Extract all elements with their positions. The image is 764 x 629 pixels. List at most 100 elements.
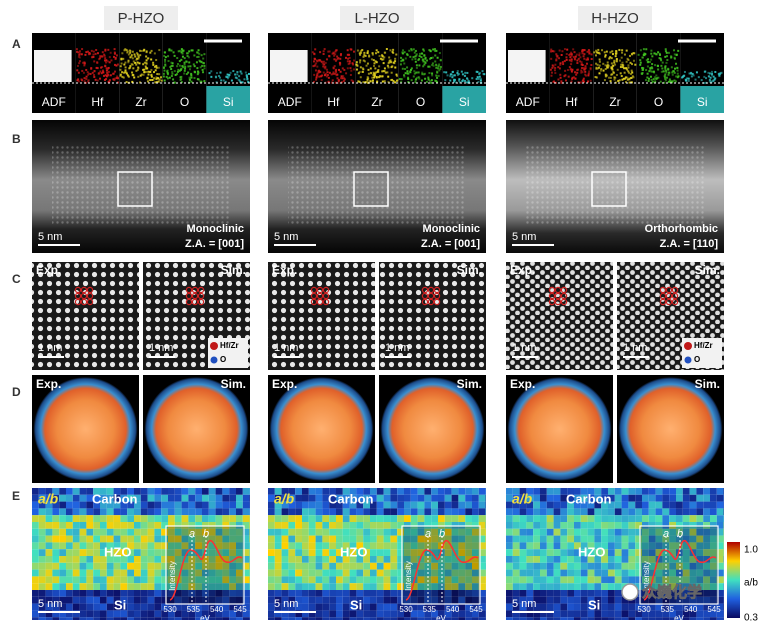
- eds-pixel: [96, 67, 99, 70]
- eels-pixel: [478, 501, 486, 509]
- eels-pixel: [356, 590, 364, 597]
- eds-pixel: [93, 60, 96, 63]
- eels-pixel: [404, 583, 411, 590]
- eds-pixel: [386, 64, 389, 67]
- eels-pixel: [662, 617, 670, 620]
- eds-pixel: [615, 59, 618, 62]
- eds-pixel: [708, 78, 711, 81]
- eds-pixel: [394, 81, 397, 84]
- eels-pixel: [322, 508, 330, 516]
- eels-pixel: [655, 549, 663, 556]
- eels-pixel: [222, 535, 230, 543]
- eds-label: Zr: [371, 95, 382, 109]
- eels-pixel: [451, 515, 459, 522]
- eds-pixel: [127, 75, 130, 78]
- eels-pixel: [458, 501, 466, 509]
- eds-pixel: [367, 77, 370, 80]
- eds-pixel: [558, 57, 561, 60]
- eels-pixel: [390, 603, 398, 611]
- eels-pixel: [336, 508, 343, 516]
- eels-pixel: [52, 610, 60, 618]
- eds-pixel: [576, 59, 579, 62]
- eels-pixel: [195, 515, 202, 522]
- eds-pixel: [152, 63, 155, 66]
- eels-pixel: [79, 535, 87, 543]
- eels-pixel: [154, 569, 162, 577]
- eels-pixel: [512, 569, 520, 577]
- eels-pixel: [222, 569, 230, 577]
- eds-pixel: [552, 80, 555, 83]
- eels-pixel: [93, 522, 100, 529]
- eels-pixel: [710, 576, 717, 584]
- eds-pixel: [83, 80, 86, 83]
- x-tick-label: 540: [684, 605, 698, 614]
- eds-pixel: [675, 53, 678, 56]
- eels-pixel: [540, 508, 547, 516]
- eels-pixel: [208, 542, 216, 550]
- eds-pixel: [650, 58, 653, 61]
- eels-pixel: [710, 569, 717, 577]
- eds-pixel: [77, 51, 80, 54]
- eels-pixel: [431, 535, 438, 543]
- eels-pixel: [100, 596, 107, 604]
- eds-pixel: [228, 73, 231, 76]
- eels-pixel: [274, 522, 282, 529]
- eds-pixel: [165, 75, 168, 78]
- unit-cell-atom: [310, 292, 318, 300]
- eds-pixel: [323, 48, 326, 51]
- eels-pixel: [242, 569, 250, 577]
- eels-pixel: [322, 603, 330, 611]
- eels-pixel: [628, 569, 636, 577]
- eels-pixel: [669, 528, 676, 536]
- eds-pixel: [337, 81, 340, 84]
- eds-pixel: [395, 79, 398, 82]
- eels-pixel: [79, 603, 87, 611]
- eels-pixel: [628, 562, 636, 570]
- eels-pixel: [560, 610, 568, 618]
- eels-pixel: [655, 501, 663, 509]
- eels-pixel: [281, 528, 289, 536]
- eels-pixel: [642, 515, 649, 522]
- eds-pixel: [394, 60, 397, 63]
- eels-pixel: [106, 617, 114, 620]
- eels-pixel: [472, 549, 479, 556]
- eds-pixel: [671, 73, 674, 76]
- eds-pixel: [358, 52, 361, 55]
- eels-pixel: [349, 596, 357, 604]
- eels-pixel: [662, 515, 670, 522]
- eels-pixel: [342, 528, 350, 536]
- eels-pixel: [417, 610, 425, 618]
- row-label: C: [12, 272, 21, 286]
- eels-pixel: [147, 576, 155, 584]
- eels-pixel: [181, 542, 189, 550]
- eels-pixel: [302, 583, 309, 590]
- eels-pixel: [274, 494, 282, 502]
- eds-pixel: [435, 66, 438, 69]
- eds-pixel: [562, 63, 565, 66]
- eels-pixel: [302, 556, 309, 563]
- eels-pixel: [295, 535, 302, 543]
- eels-pixel: [397, 562, 404, 570]
- eels-pixel: [716, 494, 724, 502]
- eels-pixel: [268, 556, 275, 563]
- eds-pixel: [197, 55, 200, 58]
- eels-pixel: [478, 515, 486, 522]
- eels-pixel: [127, 596, 134, 604]
- eds-pixel: [315, 78, 318, 81]
- eds-pixel: [651, 63, 654, 66]
- eels-pixel: [696, 515, 704, 522]
- eels-pixel: [59, 488, 66, 495]
- eds-pixel: [135, 69, 138, 72]
- eels-pixel: [222, 590, 230, 597]
- exp-label: Exp.: [36, 263, 61, 277]
- eels-pixel: [465, 535, 472, 543]
- eds-pixel: [366, 51, 369, 54]
- eels-pixel: [662, 494, 670, 502]
- eds-pixel: [381, 70, 384, 73]
- eels-pixel: [208, 501, 216, 509]
- eels-pixel: [86, 562, 94, 570]
- eds-pixel: [671, 81, 674, 84]
- eels-pixel: [594, 549, 602, 556]
- eds-pixel: [395, 53, 398, 56]
- eds-pixel: [655, 77, 658, 80]
